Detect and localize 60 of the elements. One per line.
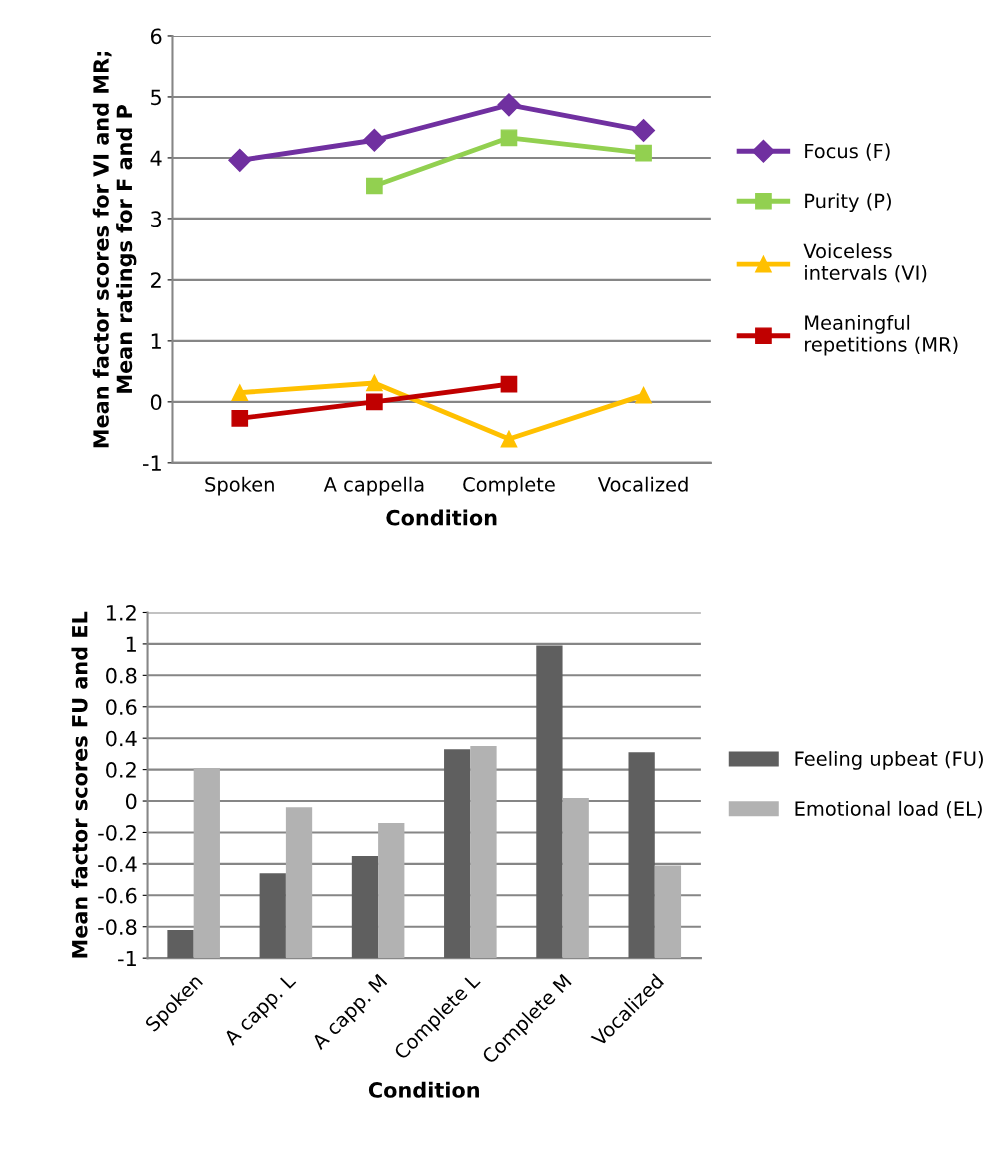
bar: [628, 752, 655, 959]
point: [500, 129, 518, 147]
x-axis-title: Condition: [386, 509, 497, 526]
legend-label: Focus (F): [805, 143, 890, 161]
bar: [536, 645, 563, 959]
y-tick-label: 6: [150, 28, 162, 45]
x-axis-title: Condition: [368, 1081, 479, 1098]
legend-label: Emotional load (EL): [795, 800, 982, 819]
bar: [285, 807, 313, 959]
point: [635, 386, 652, 404]
y-axis-title: Mean factor scores for VI and MR; Mean ratings for F and P: [92, 51, 137, 448]
bar: [259, 873, 286, 959]
legend-label: Voiceless intervals (VI): [803, 243, 927, 283]
y-tick-label: 0.8: [106, 667, 137, 684]
legend-label: Meaningful repetitions (MR): [805, 314, 958, 356]
point: [231, 384, 249, 402]
y-tick-label: -0.8: [98, 919, 137, 935]
bar: [444, 749, 471, 959]
y-tick-label: -1: [118, 950, 136, 967]
x-tick-label: Complete: [463, 476, 555, 496]
y-tick-label: 0: [125, 793, 137, 810]
x-tick-label: Vocalized: [597, 476, 688, 492]
bar: [167, 929, 194, 959]
y-tick-label: 1: [151, 333, 161, 349]
point: [231, 409, 249, 427]
y-tick-label: -0.4: [98, 856, 137, 873]
x-tick-label: Spoken: [205, 476, 274, 496]
y-tick-label: -0.6: [98, 887, 137, 904]
x-tick-label: A cappella: [323, 476, 424, 496]
y-tick-label: 4: [150, 150, 162, 166]
point: [228, 148, 252, 172]
y-tick-label: 0.6: [106, 699, 137, 715]
point: [497, 93, 521, 117]
bar: [351, 856, 379, 959]
point: [632, 118, 656, 142]
y-tick-label: 3: [151, 211, 162, 228]
y-tick-label: 0.4: [106, 730, 137, 747]
y-tick-label: -1: [143, 455, 161, 471]
bar: [654, 865, 682, 959]
legend-label: Purity (P): [805, 193, 891, 213]
point: [500, 375, 518, 393]
point: [366, 374, 383, 392]
y-tick-label: 0.2: [106, 762, 136, 778]
point: [366, 177, 383, 195]
y-tick-label: -0.2: [98, 824, 136, 841]
bar: [378, 823, 405, 959]
point: [635, 144, 652, 162]
y-tick-label: 0: [150, 394, 162, 411]
y-tick-label: 2: [151, 272, 161, 288]
bar: [562, 797, 589, 959]
point: [366, 393, 383, 411]
bar: [470, 746, 497, 959]
legend-label: Feeling upbeat (FU): [795, 750, 983, 770]
y-tick-label: 1.2: [106, 604, 136, 621]
y-tick-label: 5: [151, 89, 161, 106]
point: [500, 430, 518, 448]
point: [362, 128, 386, 152]
bar: [193, 768, 220, 959]
y-axis-title: Mean factor scores FU and EL: [71, 611, 88, 958]
y-tick-label: 1: [126, 636, 136, 652]
